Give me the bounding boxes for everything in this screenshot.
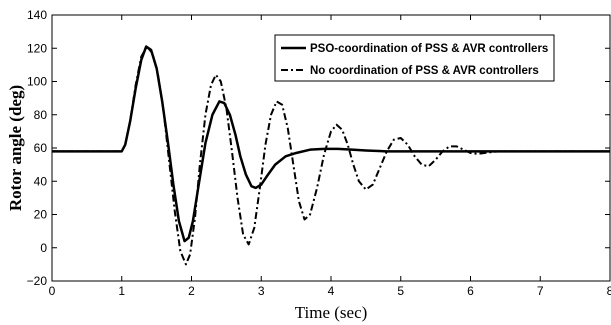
y-tick-label: 0	[40, 241, 47, 255]
x-tick-label: 5	[397, 284, 404, 298]
y-tick-label: 140	[27, 8, 47, 22]
y-tick-label: 120	[27, 41, 47, 55]
y-tick-label: −20	[27, 274, 48, 288]
y-tick-label: 20	[34, 208, 48, 222]
y-axis-title: Rotor angle (deg)	[6, 85, 25, 211]
legend-box	[274, 34, 555, 82]
y-tick-label: 60	[34, 141, 48, 155]
x-tick-label: 7	[537, 284, 544, 298]
x-axis-title: Time (sec)	[295, 303, 368, 322]
x-tick-label: 3	[258, 284, 265, 298]
x-tick-label: 1	[118, 284, 125, 298]
legend-label-no-coordination: No coordination of PSS & AVR controllers	[310, 65, 539, 77]
y-tick-label: 40	[34, 174, 48, 188]
series-line-no-coordination	[52, 45, 610, 266]
data-layer	[52, 45, 610, 266]
x-tick-label: 2	[188, 284, 195, 298]
y-tick-label: 100	[27, 75, 47, 89]
legend: PSO-coordination of PSS & AVR controller…	[274, 34, 555, 82]
x-tick-label: 0	[49, 284, 56, 298]
y-tick-label: 80	[34, 108, 48, 122]
x-tick-label: 6	[467, 284, 474, 298]
legend-label-pso: PSO-coordination of PSS & AVR controller…	[310, 43, 548, 55]
x-tick-label: 8	[607, 284, 611, 298]
x-tick-label: 4	[328, 284, 335, 298]
